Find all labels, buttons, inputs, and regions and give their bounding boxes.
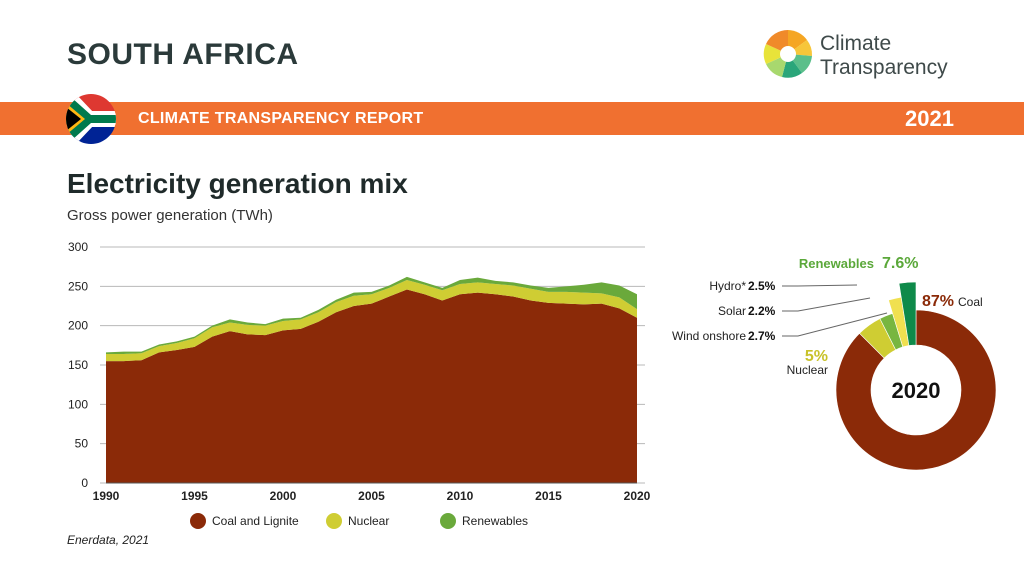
y-tick-label: 250 xyxy=(68,279,88,293)
leader-line-wind xyxy=(782,312,888,337)
y-tick-label: 0 xyxy=(81,476,88,490)
logo-line-2: Transparency xyxy=(820,56,948,79)
country-title: SOUTH AFRICA xyxy=(67,38,299,71)
breakdown-value-hydro: 2.5% xyxy=(748,279,776,293)
chart-source: Enerdata, 2021 xyxy=(67,533,150,547)
x-tick-label: 2020 xyxy=(624,489,651,503)
x-tick-label: 2000 xyxy=(270,489,297,503)
legend-label-renewables: Renewables xyxy=(462,514,528,528)
y-tick-label: 150 xyxy=(68,358,88,372)
renewables-label: Renewables xyxy=(799,256,874,271)
climate-transparency-logo: Climate Transparency xyxy=(760,26,970,86)
nuclear-percent-label: 5% xyxy=(805,348,828,365)
breakdown-value-solar: 2.2% xyxy=(748,304,776,318)
breakdown-value-wind: 2.7% xyxy=(748,329,776,343)
renewables-total-label: 7.6% xyxy=(882,255,918,272)
south-africa-flag-icon xyxy=(66,94,116,144)
breakdown-name-hydro: Hydro* xyxy=(709,279,746,293)
area-series-renewables xyxy=(106,276,637,354)
x-tick-label: 2010 xyxy=(447,489,474,503)
report-year: 2021 xyxy=(905,106,954,131)
x-tick-label: 1990 xyxy=(93,489,120,503)
legend-label-nuclear: Nuclear xyxy=(348,514,389,528)
area-series-coal xyxy=(106,289,637,483)
leader-line-hydro xyxy=(782,284,858,287)
logo-icon xyxy=(763,29,813,78)
chart-title: Electricity generation mix xyxy=(67,168,408,199)
donut-center-label: 2020 xyxy=(892,378,941,403)
breakdown-name-solar: Solar xyxy=(718,304,746,318)
legend-label-coal: Coal and Lignite xyxy=(212,514,299,528)
x-tick-label: 2015 xyxy=(535,489,562,503)
legend-swatch-coal xyxy=(190,513,206,529)
breakdown-name-wind: Wind onshore xyxy=(672,329,746,343)
report-title: CLIMATE TRANSPARENCY REPORT xyxy=(138,110,424,127)
report-banner: CLIMATE TRANSPARENCY REPORT 2021 xyxy=(0,102,1024,135)
y-tick-label: 100 xyxy=(68,397,88,411)
coal-percent-label: 87% xyxy=(922,293,954,310)
area-chart: 0 50 100 150 200 250 300 1990 1995 2000 2005 2010 20… xyxy=(68,240,651,529)
donut-chart: 2020 87% Coal 5%Nuclear Renewables 7.6% Hydro*… xyxy=(672,255,997,471)
chart-subtitle: Gross power generation (TWh) xyxy=(67,207,273,224)
coal-name-label: Coal xyxy=(958,295,983,309)
donut-slice-hydro xyxy=(898,281,917,346)
x-tick-label: 2005 xyxy=(358,489,385,503)
legend-swatch-nuclear xyxy=(326,513,342,529)
logo-line-1: Climate xyxy=(820,32,892,55)
logo-text: Climate Transparency xyxy=(820,32,948,80)
y-tick-label: 50 xyxy=(75,437,89,451)
area-series-nuclear xyxy=(106,280,637,362)
leader-line-solar xyxy=(782,297,871,312)
nuclear-name-label: Nuclear xyxy=(787,363,828,377)
y-tick-label: 200 xyxy=(68,319,88,333)
x-tick-label: 1995 xyxy=(181,489,208,503)
y-tick-label: 300 xyxy=(68,240,88,254)
legend-swatch-renewables xyxy=(440,513,456,529)
